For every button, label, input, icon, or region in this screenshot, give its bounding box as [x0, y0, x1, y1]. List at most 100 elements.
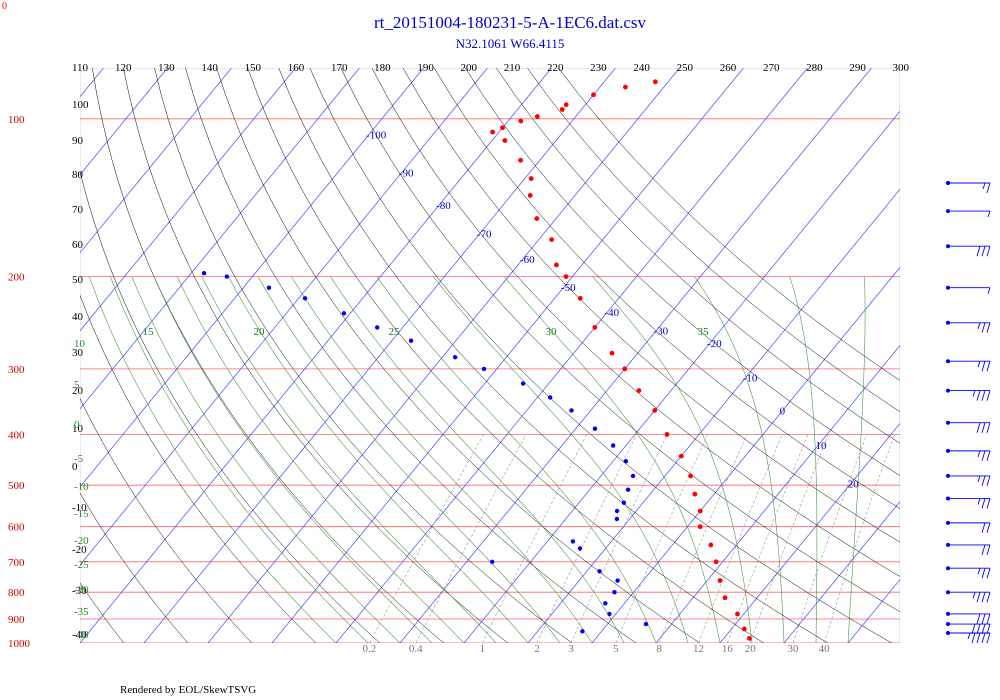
theta-left-label: 30 — [72, 347, 84, 359]
theta-top-label: 290 — [849, 62, 866, 74]
isotherm-line — [80, 68, 424, 488]
pressure-tick-label: 1000 — [8, 638, 31, 650]
thetae-left-label: 0 — [74, 419, 80, 431]
wind-barb-flag — [981, 246, 986, 257]
mixing-ratio-label: 0.2 — [362, 643, 376, 655]
wind-barb — [946, 473, 991, 487]
wind-barb-flag — [986, 450, 991, 461]
wind-barb-flag — [981, 450, 986, 461]
thetae-left-label: -30 — [74, 584, 89, 596]
wind-barb-flag — [986, 422, 991, 433]
pressure-tick-label: 900 — [8, 614, 25, 626]
axis-labels: 1002003004005006007008009001000-100-90-8… — [8, 62, 910, 655]
thetae-left-label: -15 — [74, 508, 89, 520]
dry-adiabat-line — [465, 68, 900, 476]
wind-barb-flag — [976, 623, 981, 635]
dewpoint-point — [580, 629, 585, 634]
temperature-point — [592, 325, 598, 330]
wind-barb-flag — [981, 522, 986, 534]
theta-top-label: 230 — [590, 62, 607, 74]
dry-adiabat-line — [80, 582, 124, 643]
theta-top-label: 200 — [461, 62, 478, 74]
dewpoint-point — [520, 381, 526, 386]
temperature-point — [636, 388, 642, 394]
theta-top-label: 140 — [201, 62, 218, 74]
thetae-label: 35 — [698, 326, 710, 338]
temperature-point — [708, 542, 714, 548]
wind-barb-halfflag — [987, 210, 991, 218]
thetae-left-label: -35 — [74, 606, 89, 618]
isotherm-label: -60 — [520, 254, 535, 266]
wind-barb — [946, 566, 991, 579]
dewpoint-point — [570, 539, 576, 544]
temperature-point — [500, 125, 505, 131]
temperature-point — [697, 524, 703, 530]
theta-left-label: 0 — [72, 461, 78, 473]
dewpoint-point — [201, 270, 207, 276]
temperature-point — [527, 193, 533, 198]
theta-left-label: 50 — [72, 274, 84, 286]
mixing-ratio-line — [792, 434, 867, 643]
thetae-left-label: -25 — [74, 559, 89, 571]
dewpoint-point — [607, 611, 612, 617]
temperature-point — [502, 138, 508, 143]
moist-adiabat-line — [503, 276, 721, 643]
moist-adiabat-line — [201, 276, 497, 643]
wind-barb-flag — [986, 623, 991, 635]
temperature-point — [534, 216, 540, 221]
moist-adiabat-line — [694, 276, 785, 643]
pressure-tick-label: 600 — [8, 522, 25, 534]
wind-barb-halfflag — [982, 182, 986, 190]
dry-adiabat-line — [433, 68, 900, 509]
mixing-ratio-line — [570, 434, 668, 643]
temperature-point — [678, 453, 684, 459]
temperature-point — [652, 408, 658, 413]
wind-barb — [946, 359, 991, 372]
temperature-point — [722, 595, 728, 601]
temperature-point — [577, 295, 583, 301]
pressure-tick-label: 800 — [8, 587, 25, 599]
wind-barb-flag — [986, 632, 991, 644]
isotherm-label: -90 — [399, 168, 414, 180]
wind-barb-halfflag — [977, 322, 981, 329]
wind-barb-flag — [981, 422, 986, 433]
temperature-point — [713, 559, 719, 565]
dewpoint-point — [625, 487, 631, 492]
dewpoint-point — [615, 578, 620, 583]
wind-barb-flag — [981, 592, 986, 603]
dewpoint-point — [610, 443, 616, 448]
wind-barb — [946, 520, 991, 534]
moist-adiabat-line — [330, 276, 625, 643]
footer-credit: Rendered by EOL/SkewTSVG — [120, 684, 256, 696]
wind-barb-flag — [986, 475, 991, 487]
wind-barb-flag — [986, 246, 991, 257]
mixing-ratio-label: 2 — [534, 643, 540, 655]
temperature-point — [688, 473, 694, 479]
theta-left-label: 100 — [72, 99, 89, 111]
isotherm-label: -50 — [561, 282, 576, 294]
isotherm-line — [207, 68, 680, 643]
temperature-point — [563, 102, 569, 108]
isotherm-line — [527, 188, 900, 643]
moist-adiabat-line — [153, 276, 433, 643]
wind-barb-halfflag — [987, 287, 991, 294]
wind-barb-flag — [986, 498, 991, 509]
isotherm-label: 20 — [848, 479, 860, 491]
temperature-point — [591, 92, 596, 98]
isotherm-label: -70 — [477, 229, 492, 241]
thetae-label: 20 — [254, 326, 266, 338]
mixing-ratio-line — [369, 434, 484, 643]
theta-top-label: 120 — [115, 62, 132, 74]
isotherm-line — [399, 68, 872, 643]
wind-barb-flag — [981, 322, 986, 333]
dewpoint-point — [597, 569, 602, 574]
isotherm-line — [335, 68, 808, 643]
moist-adiabat-line — [433, 276, 689, 643]
dry-adiabat-line — [278, 68, 828, 643]
theta-top-label: 250 — [677, 62, 694, 74]
isotherm-label: 10 — [816, 440, 828, 452]
moist-adiabat-line — [847, 276, 866, 643]
mixing-ratio-line — [415, 434, 527, 643]
theta-top-label: 260 — [720, 62, 737, 74]
dry-adiabat-line — [402, 68, 900, 543]
